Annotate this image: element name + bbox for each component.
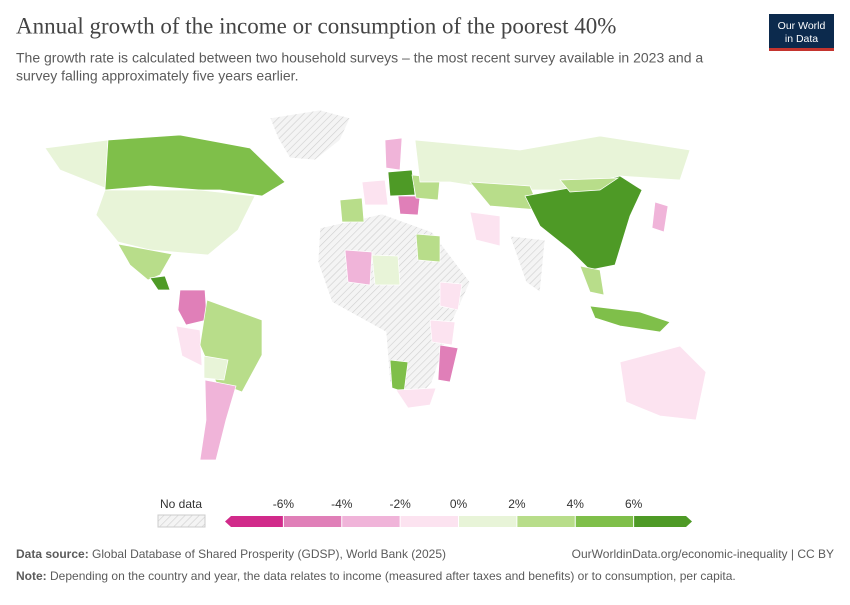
country[interactable] bbox=[387, 169, 416, 197]
legend-label: No data bbox=[160, 497, 202, 511]
country[interactable] bbox=[44, 139, 109, 189]
country[interactable] bbox=[651, 201, 669, 233]
country[interactable] bbox=[149, 275, 171, 291]
country[interactable] bbox=[344, 249, 373, 286]
country[interactable] bbox=[269, 109, 351, 161]
country[interactable] bbox=[415, 233, 441, 263]
note-label: Note: bbox=[16, 569, 47, 583]
country[interactable] bbox=[371, 254, 401, 286]
legend-swatch bbox=[341, 516, 401, 527]
country[interactable] bbox=[437, 344, 459, 383]
legend-tick-label: 0% bbox=[450, 497, 468, 511]
country[interactable] bbox=[429, 319, 456, 346]
title: Annual growth of the income or consumpti… bbox=[16, 13, 616, 38]
country[interactable] bbox=[95, 189, 256, 256]
legend-tick-label: -2% bbox=[389, 497, 411, 511]
country[interactable] bbox=[199, 379, 237, 461]
country[interactable] bbox=[619, 345, 707, 421]
note: Note: Depending on the country and year,… bbox=[16, 569, 736, 583]
logo-bar bbox=[769, 48, 834, 51]
legend-tick-label: -4% bbox=[331, 497, 353, 511]
legend-swatch bbox=[283, 516, 342, 527]
url[interactable]: OurWorldinData.org/economic-inequality |… bbox=[572, 547, 834, 561]
subtitle-line: survey falling approximately five years … bbox=[16, 68, 298, 84]
country[interactable] bbox=[104, 134, 286, 197]
logo[interactable]: Our World in Data bbox=[769, 14, 834, 51]
country[interactable] bbox=[397, 195, 421, 216]
legend-tick-label: 4% bbox=[567, 497, 585, 511]
legend-swatch bbox=[458, 516, 517, 527]
country[interactable] bbox=[414, 135, 691, 191]
logo-box[interactable] bbox=[769, 14, 834, 50]
country[interactable] bbox=[177, 289, 208, 326]
world-map bbox=[44, 109, 707, 461]
note-text: Depending on the country and year, the d… bbox=[50, 569, 736, 583]
country[interactable] bbox=[361, 179, 389, 206]
country[interactable] bbox=[559, 177, 620, 193]
country[interactable] bbox=[384, 137, 403, 171]
legend-swatch bbox=[575, 516, 634, 527]
legend-swatch bbox=[225, 516, 284, 527]
source-text: Global Database of Shared Prosperity (GD… bbox=[92, 547, 446, 561]
subtitle-line: The growth rate is calculated between tw… bbox=[16, 50, 703, 66]
country[interactable] bbox=[203, 355, 229, 381]
logo-text[interactable]: Our World bbox=[778, 20, 826, 32]
country[interactable] bbox=[395, 387, 437, 409]
legend-tick-label: 2% bbox=[508, 497, 526, 511]
legend-swatch bbox=[633, 516, 692, 527]
source: Data source: Global Database of Shared P… bbox=[16, 547, 446, 561]
logo-text[interactable]: in Data bbox=[785, 33, 818, 45]
country[interactable] bbox=[469, 211, 501, 247]
legend-tick-label: -6% bbox=[273, 497, 295, 511]
legend-tick-label: 6% bbox=[625, 497, 643, 511]
country[interactable] bbox=[579, 265, 605, 296]
country[interactable] bbox=[439, 281, 463, 311]
country[interactable] bbox=[509, 235, 546, 293]
no-data-swatch bbox=[157, 514, 206, 528]
legend: No data -6% -4% -2% 0% 2% 4% 6% bbox=[157, 497, 692, 528]
country[interactable] bbox=[339, 197, 365, 223]
legend-swatch bbox=[516, 516, 576, 527]
source-label: Data source: bbox=[16, 547, 89, 561]
country[interactable] bbox=[589, 305, 671, 333]
country[interactable] bbox=[175, 325, 203, 367]
legend-swatch bbox=[400, 516, 459, 527]
